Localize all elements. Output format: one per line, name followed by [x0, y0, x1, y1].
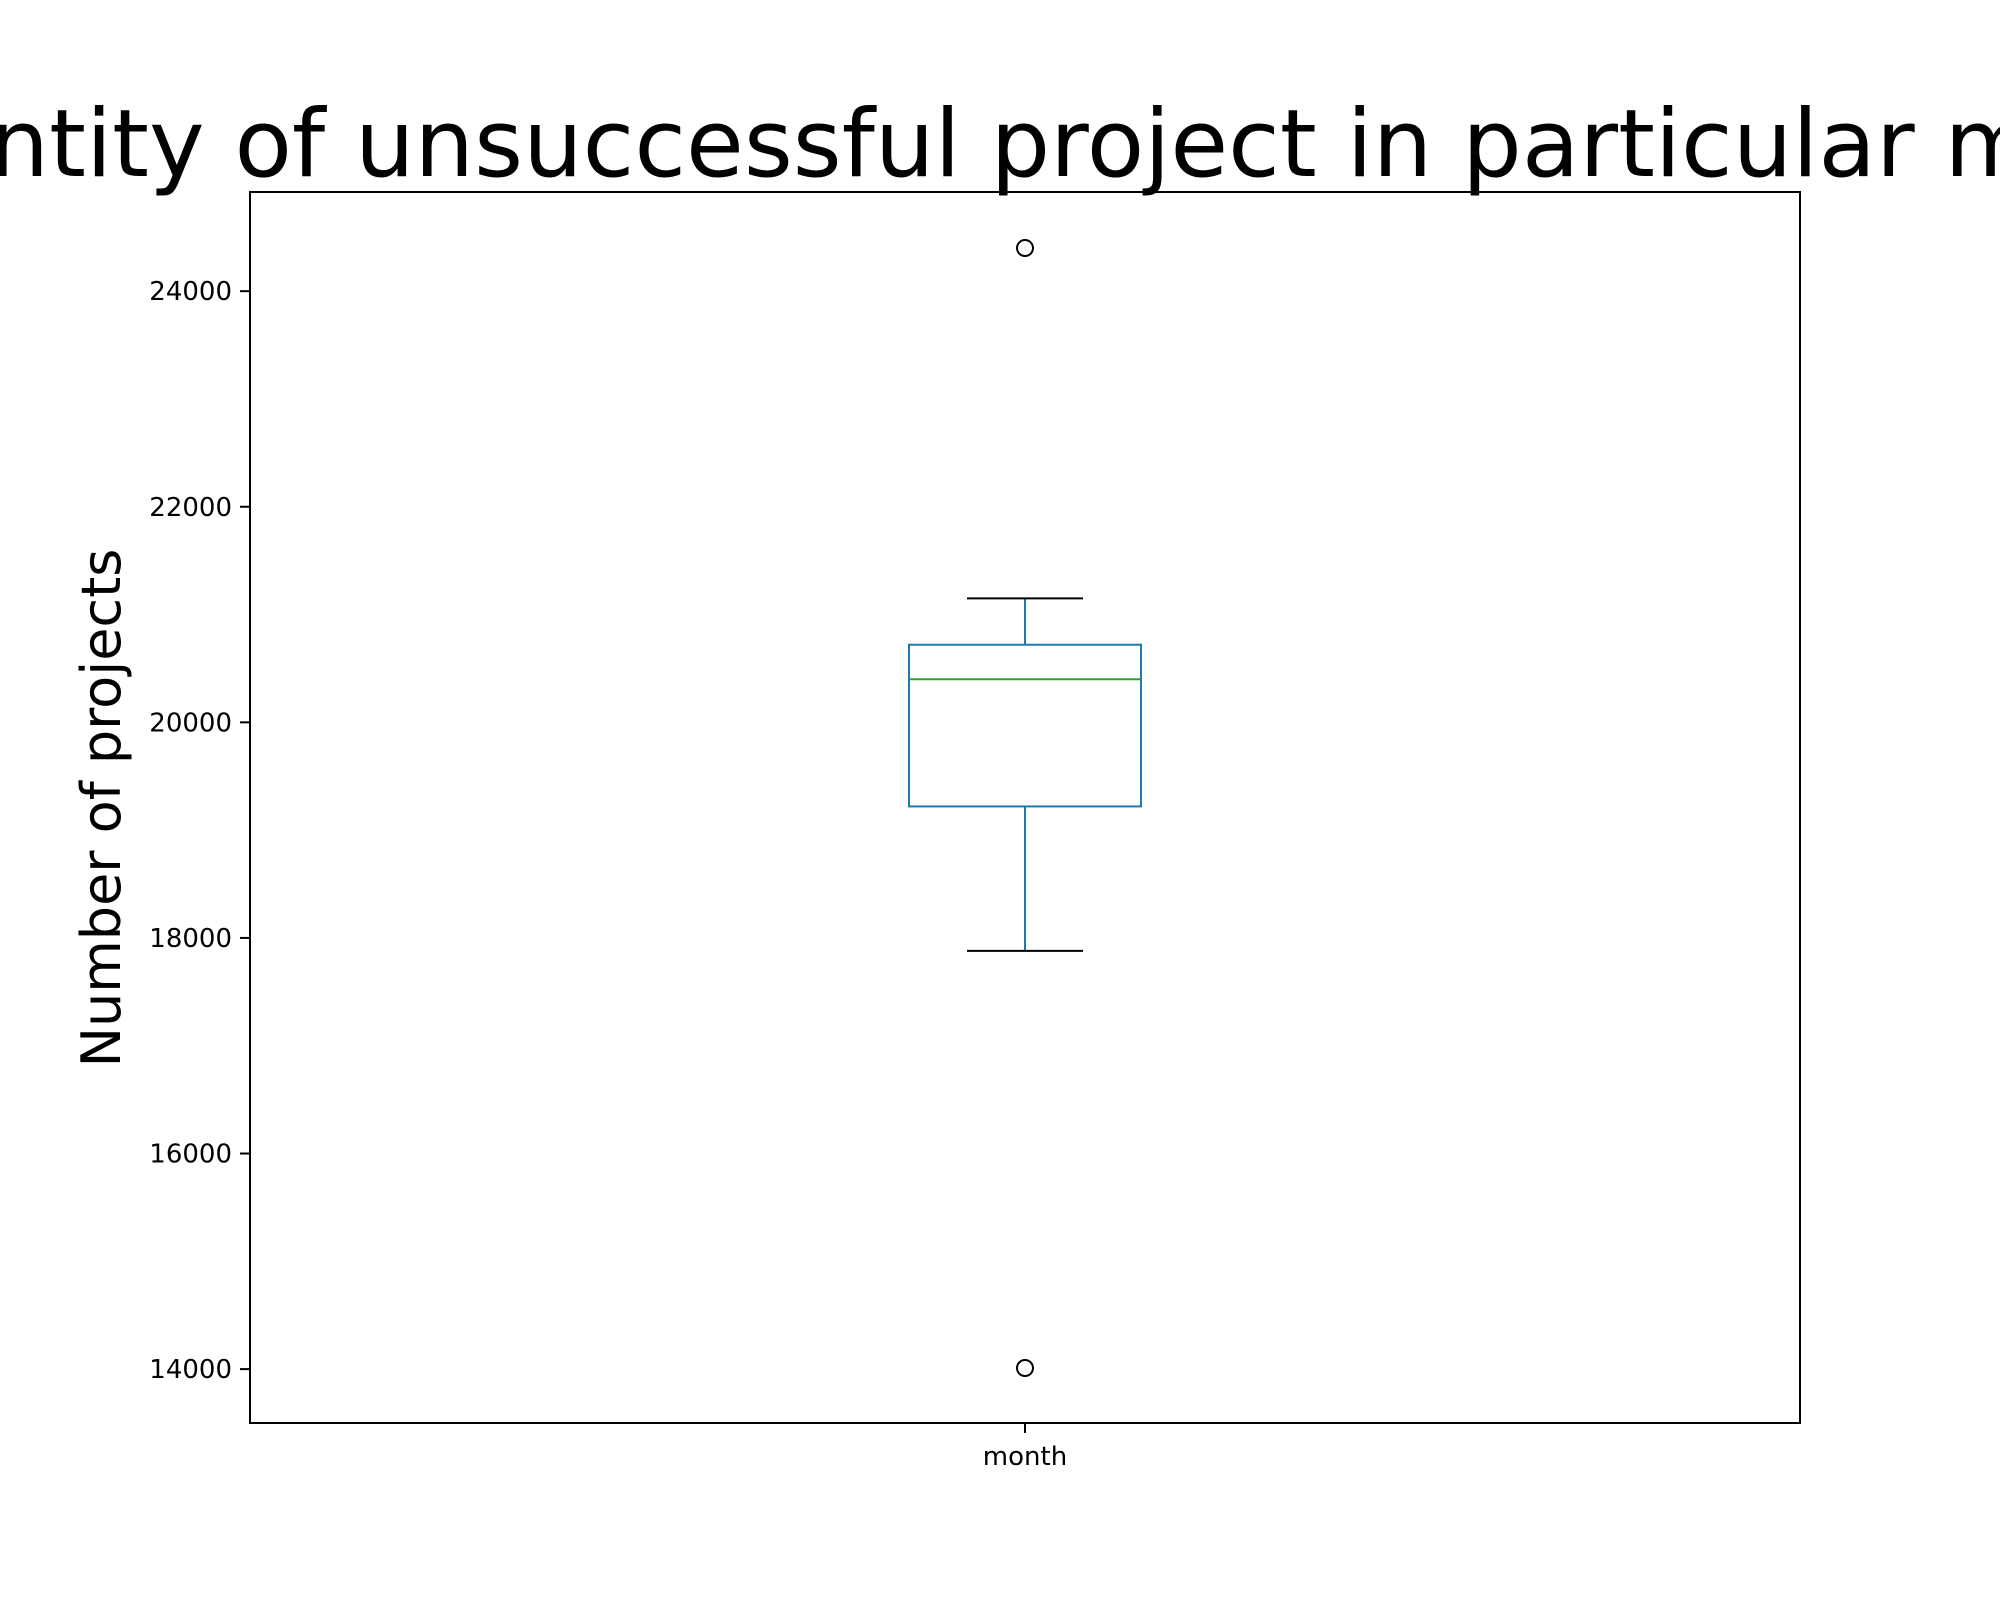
outlier-point — [1016, 239, 1034, 258]
interquartile-box — [908, 643, 1142, 808]
y-tick-label: 18000 — [149, 924, 232, 954]
y-tick-label: 16000 — [149, 1140, 232, 1170]
y-tick-label: 22000 — [149, 493, 232, 523]
chart-title: Quantity of unsuccessful project in part… — [0, 90, 2000, 199]
y-tick-label: 24000 — [149, 277, 232, 307]
chart-marks: 14000 16000 18000 20000 22000 24000 month — [149, 239, 1142, 1472]
y-tick-label: 20000 — [149, 708, 232, 738]
y-tick-label: 14000 — [149, 1355, 232, 1385]
x-tick-label: month — [983, 1442, 1067, 1472]
outlier-point — [1016, 1359, 1034, 1378]
y-axis-label: Number of projects — [70, 549, 133, 1068]
